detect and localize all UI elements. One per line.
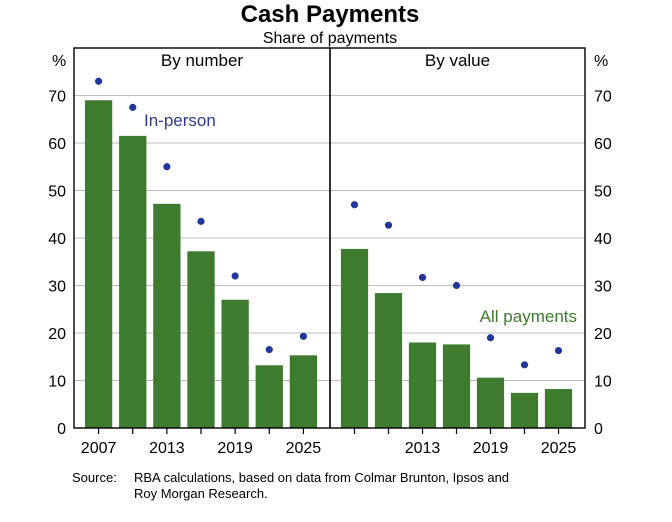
source-label: Source: bbox=[72, 470, 117, 485]
y-tick-label-left: 70 bbox=[48, 89, 66, 106]
dot-in-person bbox=[265, 346, 273, 354]
x-tick-label: 2007 bbox=[81, 440, 117, 457]
source-line-2: Roy Morgan Research. bbox=[134, 486, 268, 501]
dot-in-person bbox=[554, 346, 563, 355]
x-tick-label: 2013 bbox=[405, 440, 441, 457]
source-line-1: RBA calculations, based on data from Col… bbox=[134, 470, 509, 485]
in-person-annotation: In-person bbox=[144, 111, 216, 130]
bar-all-payments bbox=[374, 293, 403, 428]
y-tick-label-left: 50 bbox=[48, 184, 66, 201]
x-tick-label: 2025 bbox=[286, 440, 322, 457]
panel-title: By value bbox=[425, 51, 490, 70]
bar-all-payments bbox=[153, 203, 181, 428]
y-unit-left: % bbox=[52, 53, 66, 70]
chart-panels: 0 0 10 10 20 20 30 30 40 40 50 50 60 60 70 70 By number 2… bbox=[48, 47, 612, 457]
y-unit-right: % bbox=[594, 53, 608, 70]
y-tick-label-right: 70 bbox=[594, 89, 612, 106]
bar-all-payments bbox=[84, 100, 113, 428]
y-tick-label-left: 20 bbox=[48, 326, 66, 343]
bar-all-payments bbox=[289, 355, 318, 428]
all-payments-annotation: All payments bbox=[480, 307, 577, 326]
bar-all-payments bbox=[340, 248, 369, 428]
x-tick-label: 2025 bbox=[541, 440, 577, 457]
dot-in-person bbox=[486, 334, 495, 342]
y-tick-label-right: 0 bbox=[594, 421, 603, 438]
y-tick-label-right: 40 bbox=[594, 231, 612, 248]
bar-all-payments bbox=[221, 299, 249, 428]
dot-in-person bbox=[350, 201, 359, 209]
bar-all-payments bbox=[408, 342, 437, 428]
chart-subtitle: Share of payments bbox=[263, 30, 397, 47]
dot-in-person bbox=[418, 273, 427, 282]
panel-title: By number bbox=[161, 51, 244, 70]
x-tick-label: 2013 bbox=[149, 440, 185, 457]
bar-all-payments bbox=[476, 377, 505, 428]
chart-title: Cash Payments bbox=[241, 1, 420, 28]
bar-all-payments bbox=[119, 135, 147, 428]
dot-in-person bbox=[299, 332, 307, 340]
dot-in-person bbox=[95, 77, 103, 85]
y-tick-label-left: 40 bbox=[48, 231, 66, 248]
dot-in-person bbox=[197, 217, 205, 225]
y-tick-label-right: 50 bbox=[594, 184, 612, 201]
dot-in-person bbox=[452, 281, 461, 290]
x-tick-label: 2019 bbox=[217, 440, 253, 457]
dot-in-person bbox=[163, 163, 171, 171]
y-tick-label-right: 10 bbox=[594, 374, 612, 391]
x-tick-label: 2019 bbox=[473, 440, 509, 457]
y-tick-label-left: 60 bbox=[48, 136, 66, 153]
y-tick-label-left: 30 bbox=[48, 279, 66, 296]
bar-all-payments bbox=[255, 365, 283, 428]
bar-all-payments bbox=[510, 392, 539, 428]
y-tick-label-left: 10 bbox=[48, 374, 66, 391]
dot-in-person bbox=[520, 361, 529, 369]
y-tick-label-right: 60 bbox=[594, 136, 612, 153]
bar-all-payments bbox=[544, 389, 573, 428]
y-tick-label-right: 20 bbox=[594, 326, 612, 343]
dot-in-person bbox=[231, 272, 239, 280]
bar-all-payments bbox=[187, 251, 215, 428]
bar-all-payments bbox=[442, 344, 471, 428]
dot-in-person bbox=[129, 103, 137, 111]
y-tick-label-left: 0 bbox=[57, 421, 66, 438]
y-tick-label-right: 30 bbox=[594, 279, 612, 296]
dot-in-person bbox=[384, 221, 393, 229]
